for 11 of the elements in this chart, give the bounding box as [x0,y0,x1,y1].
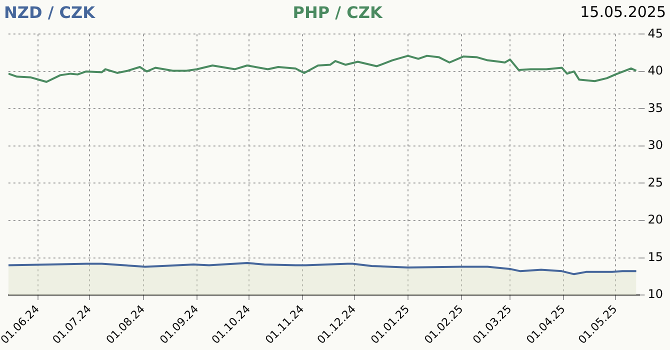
y-tick-label: 45 [648,26,664,40]
y-tick-label: 25 [648,175,664,190]
y-tick-label: 15 [648,250,664,264]
text: PHP / CZK [292,2,382,22]
y-tick-label: 30 [648,138,664,152]
y-tick-label: 10 [648,287,664,302]
y-tick-label: 35 [648,100,664,115]
y-tick-label: 40 [648,64,664,78]
chart-subtitle: 15.05.2025 [580,3,666,21]
text: NZD / CZK [4,2,95,22]
y-tick-label: 20 [648,212,664,227]
